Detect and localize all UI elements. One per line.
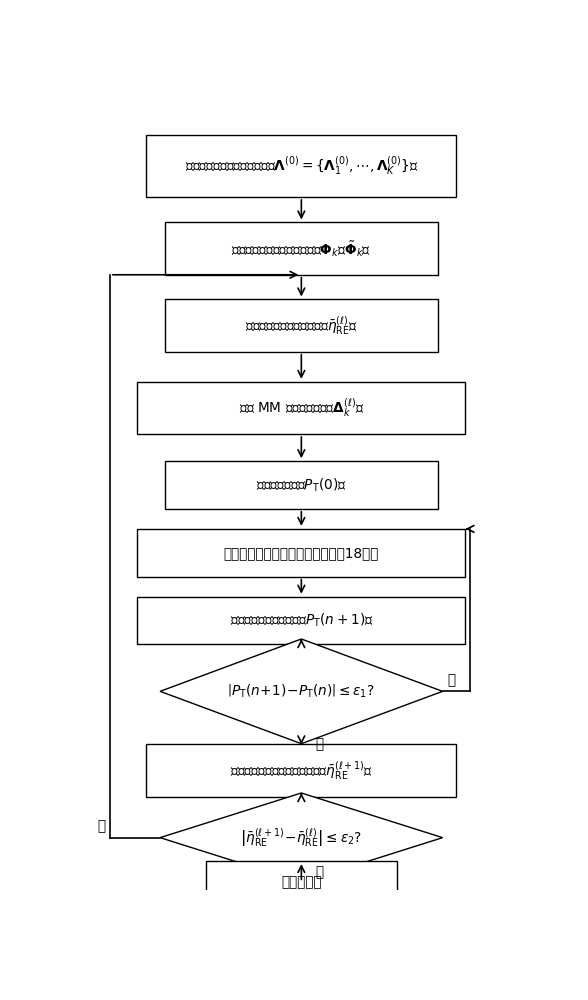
Bar [137, 529, 466, 577]
Text: 是: 是 [315, 865, 323, 879]
Bar [137, 382, 466, 434]
Text: 初始化发射功率$P_{\mathrm{T}}(0)$。: 初始化发射功率$P_{\mathrm{T}}(0)$。 [256, 476, 347, 494]
Text: 初始化发送信号的协方差矩阵$\mathbf{\Lambda}^{(0)}=\{\mathbf{\Lambda}_1^{(0)},\cdots,\mathbf{\: 初始化发送信号的协方差矩阵$\mathbf{\Lambda}^{(0)}=\{\… [185, 155, 418, 177]
Polygon shape [160, 639, 443, 744]
Polygon shape [160, 793, 443, 882]
Bar [165, 299, 438, 352]
Bar [206, 861, 397, 903]
Bar [146, 744, 456, 797]
Text: 利用迭代注水算法求解优化问题（18）。: 利用迭代注水算法求解优化问题（18）。 [223, 546, 379, 560]
Text: 否: 否 [447, 673, 455, 687]
Text: 是: 是 [315, 737, 323, 751]
Bar [146, 135, 456, 197]
Text: 计算 MM 算法中的导数项$\mathbf{\Delta}_k^{(\ell)}$。: 计算 MM 算法中的导数项$\mathbf{\Delta}_k^{(\ell)}… [239, 396, 364, 420]
Text: 计算目标函数的确定性等同$\bar{\eta}_{\mathrm{RE}}^{(\ell)}$。: 计算目标函数的确定性等同$\bar{\eta}_{\mathrm{RE}}^{(… [245, 314, 358, 337]
Text: 利用梯度法更新发射功率$P_{\mathrm{T}}(n+1)$。: 利用梯度法更新发射功率$P_{\mathrm{T}}(n+1)$。 [229, 612, 373, 629]
Text: 计算新的目标函数的确定性等同$\bar{\eta}_{\mathrm{RE}}^{(\ell+1)}$。: 计算新的目标函数的确定性等同$\bar{\eta}_{\mathrm{RE}}^… [230, 759, 373, 782]
Text: $\left|P_{\mathrm{T}}(n\!+\!1)\!-\!P_{\mathrm{T}}(n)\right|\leq\varepsilon_1$?: $\left|P_{\mathrm{T}}(n\!+\!1)\!-\!P_{\m… [228, 683, 375, 700]
Text: 迭代计算确定性等同辅助变量$\mathbf{\Phi}_k$和$\tilde{\mathbf{\Phi}}_k$。: 迭代计算确定性等同辅助变量$\mathbf{\Phi}_k$和$\tilde{\… [231, 239, 372, 259]
Text: $\left|\bar{\eta}_{\mathrm{RE}}^{(\ell+1)}\!-\!\bar{\eta}_{\mathrm{RE}}^{(\ell)}: $\left|\bar{\eta}_{\mathrm{RE}}^{(\ell+1… [240, 826, 362, 849]
Bar [165, 461, 438, 509]
Bar [165, 222, 438, 275]
Bar [137, 597, 466, 644]
Text: 否: 否 [97, 819, 105, 833]
Text: 终止迭代。: 终止迭代。 [281, 875, 322, 889]
